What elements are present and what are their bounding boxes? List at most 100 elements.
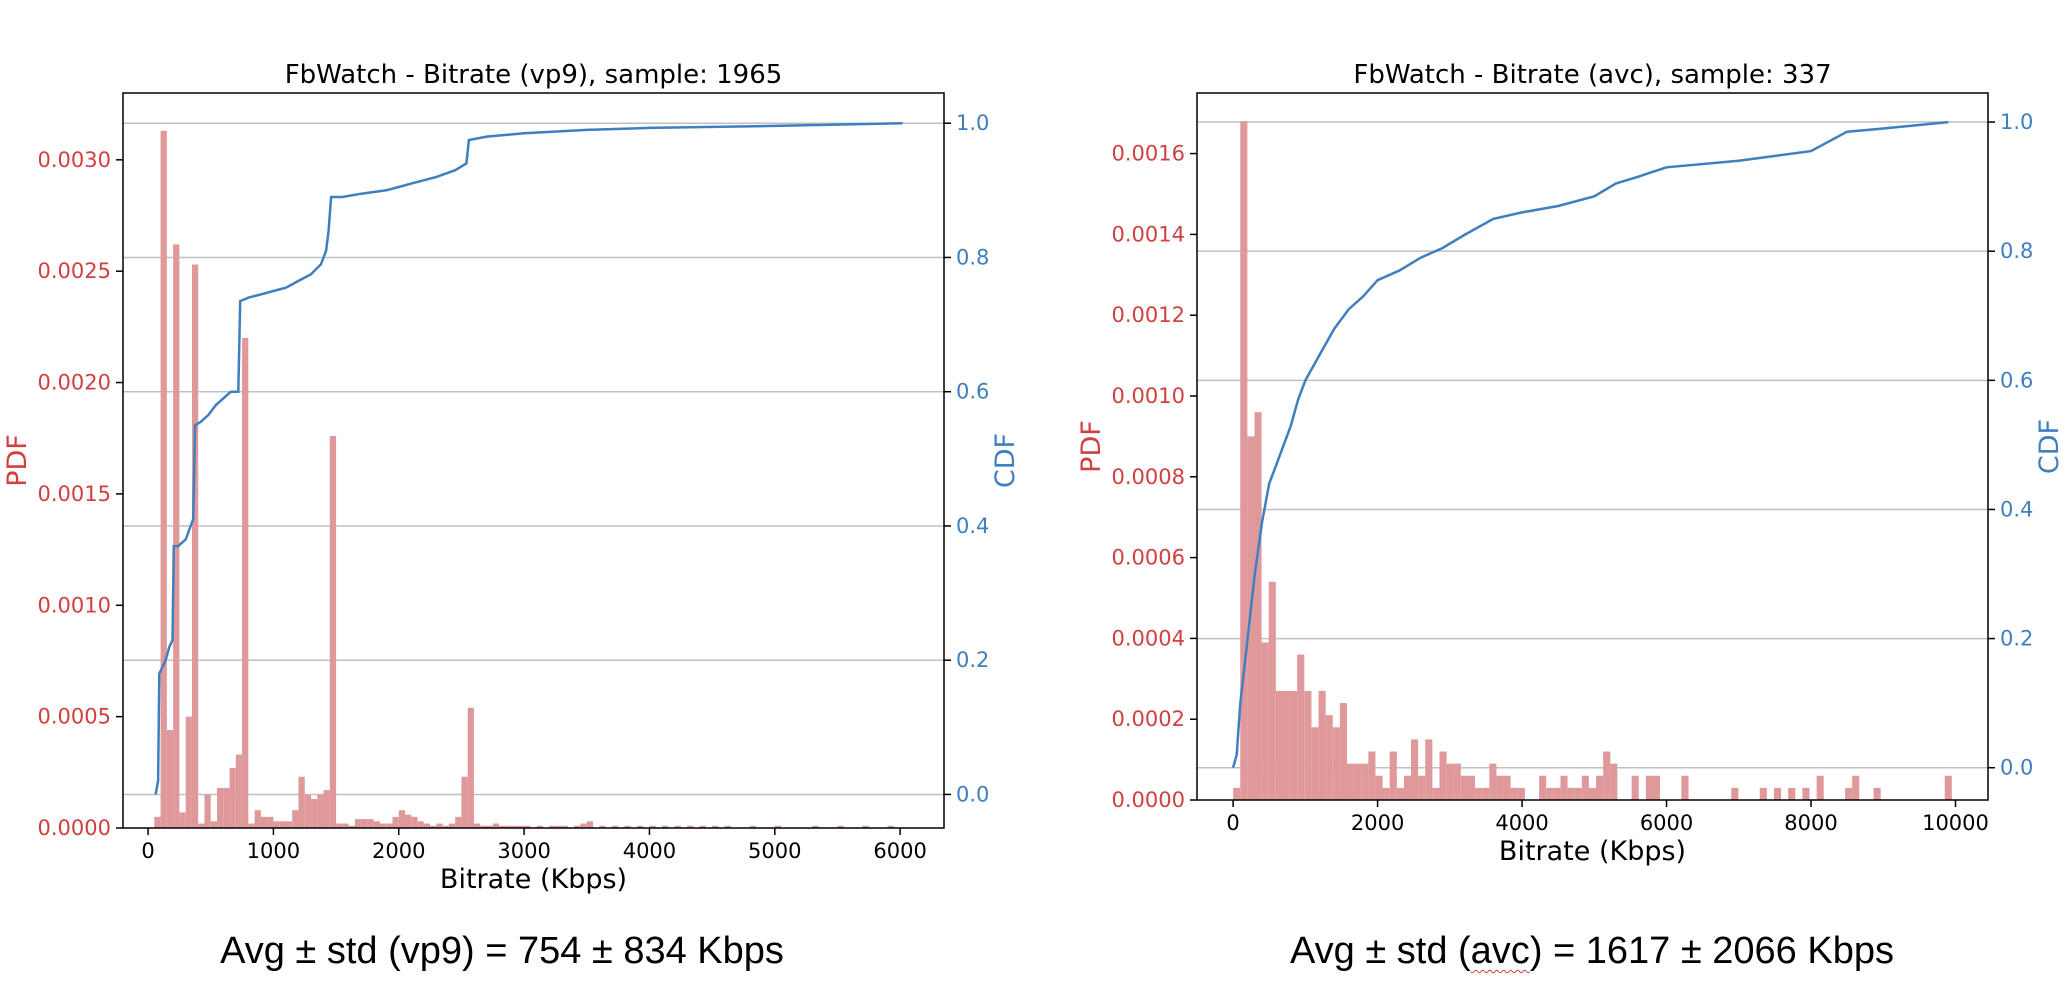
pdf-bar bbox=[1652, 775, 1661, 800]
pdf-bar bbox=[1773, 787, 1782, 800]
pdf-bar bbox=[304, 794, 312, 828]
pdf-bar bbox=[154, 816, 161, 828]
y2-tick-label: 1.0 bbox=[956, 111, 989, 135]
pdf-bar bbox=[1873, 787, 1881, 800]
x-tick-label: 2000 bbox=[1351, 811, 1404, 835]
pdf-bar bbox=[191, 264, 199, 828]
pdf-bar bbox=[160, 130, 167, 828]
pdf-bar bbox=[1347, 763, 1355, 800]
pdf-bar bbox=[1944, 775, 1952, 800]
pdf-bar bbox=[210, 821, 218, 828]
pdf-bar bbox=[235, 754, 243, 828]
pdf-bar bbox=[1382, 787, 1390, 800]
pdf-bar bbox=[486, 825, 493, 828]
cdf-line bbox=[154, 121, 903, 795]
pdf-bar bbox=[248, 823, 255, 828]
x-tick-label: 4000 bbox=[623, 839, 676, 863]
pdf-bar bbox=[511, 825, 518, 828]
pdf-bar bbox=[1560, 775, 1568, 800]
pdf-bar bbox=[1261, 642, 1269, 800]
pdf-bar bbox=[411, 816, 418, 828]
pdf-bar bbox=[1396, 787, 1404, 800]
pdf-bar bbox=[185, 716, 192, 828]
pdf-bar bbox=[217, 787, 224, 828]
pdf-bar bbox=[1489, 763, 1497, 800]
y-tick-label: 0.0016 bbox=[1112, 142, 1185, 166]
pdf-bar bbox=[204, 794, 211, 828]
pdf-bar bbox=[423, 823, 431, 828]
pdf-bar bbox=[273, 821, 280, 828]
pdf-bar bbox=[480, 825, 487, 828]
y2-tick-label: 0.2 bbox=[2000, 627, 2033, 651]
pdf-bar bbox=[1403, 775, 1412, 800]
y-tick-label: 0.0025 bbox=[38, 259, 111, 283]
pdf-bar bbox=[1325, 715, 1333, 800]
pdf-bar bbox=[461, 776, 468, 828]
pdf-bar bbox=[712, 825, 719, 828]
pdf-bar bbox=[173, 244, 180, 829]
pdf-bar bbox=[323, 790, 330, 828]
pdf-bar bbox=[862, 825, 869, 828]
y-tick-label: 0.0008 bbox=[1112, 465, 1185, 489]
pdf-bar bbox=[342, 823, 349, 828]
pdf-bar bbox=[1304, 690, 1312, 800]
pdf-bar bbox=[1354, 763, 1362, 800]
pdf-bar bbox=[524, 825, 531, 828]
pdf-bar bbox=[724, 825, 731, 828]
pdf-bar bbox=[179, 812, 186, 828]
pdf-bar bbox=[1368, 751, 1376, 800]
pdf-bar bbox=[1596, 775, 1604, 800]
pdf-bar bbox=[1425, 739, 1433, 800]
pdf-bar bbox=[430, 825, 437, 828]
pdf-bar bbox=[348, 825, 355, 828]
pdf-bar bbox=[1503, 775, 1511, 800]
x-tick-label: 1000 bbox=[247, 839, 300, 863]
pdf-bar bbox=[198, 823, 205, 828]
pdf-bar bbox=[1845, 787, 1853, 800]
pdf-bar bbox=[749, 825, 756, 828]
pdf-bar bbox=[1802, 787, 1810, 800]
x-axis-label: Bitrate (Kbps) bbox=[1499, 836, 1686, 867]
cdf-line bbox=[1231, 120, 1949, 769]
pdf-bar bbox=[1432, 787, 1440, 800]
pdf-bar bbox=[1645, 775, 1653, 800]
pdf-bar bbox=[649, 825, 656, 828]
y2-tick-label: 0.2 bbox=[956, 648, 989, 672]
pdf-bar bbox=[536, 825, 543, 828]
pdf-bar bbox=[1539, 775, 1547, 800]
pdf-bar bbox=[354, 819, 362, 828]
y2-tick-label: 0.8 bbox=[2000, 239, 2033, 263]
plot-frame bbox=[122, 92, 945, 829]
pdf-bar bbox=[1339, 703, 1347, 800]
y2-tick-label: 0.4 bbox=[956, 514, 989, 538]
caption-vp9: Avg ± std (vp9) = 754 ± 834 Kbps bbox=[220, 930, 784, 972]
pdf-bar bbox=[661, 825, 669, 828]
pdf-bar bbox=[260, 816, 268, 828]
pdf-bar bbox=[386, 823, 393, 828]
y-axis-label: PDF bbox=[1076, 420, 1107, 473]
pdf-bar bbox=[361, 819, 368, 828]
pdf-bar bbox=[1418, 775, 1426, 800]
pdf-bar bbox=[379, 823, 387, 828]
x-tick-label: 6000 bbox=[873, 839, 926, 863]
pdf-bar bbox=[1311, 727, 1319, 800]
pdf-bar bbox=[285, 821, 293, 828]
pdf-bar bbox=[254, 810, 261, 828]
pdf-bar bbox=[1759, 787, 1767, 800]
pdf-bar bbox=[317, 794, 324, 828]
pdf-bar bbox=[1290, 690, 1298, 800]
pdf-bar bbox=[1631, 775, 1639, 800]
x-tick-label: 10000 bbox=[1922, 811, 1989, 835]
pdf-bar bbox=[1610, 763, 1618, 800]
pdf-bar bbox=[1411, 739, 1419, 800]
pdf-bar bbox=[267, 816, 274, 828]
chart-vp9: 0 1000 2000 3000 4000 5000 6000 0.0000 0.0005 0.0… bbox=[2, 60, 1021, 895]
pdf-bar bbox=[1553, 787, 1561, 800]
caption-avc-after: ) = 1617 ± 2066 Kbps bbox=[1529, 930, 1894, 972]
pdf-bar bbox=[1510, 787, 1518, 800]
y-tick-label: 0.0000 bbox=[1112, 788, 1185, 812]
pdf-bar bbox=[1254, 412, 1262, 800]
y-tick-label: 0.0014 bbox=[1112, 222, 1185, 246]
y-tick-label: 0.0005 bbox=[38, 705, 111, 729]
